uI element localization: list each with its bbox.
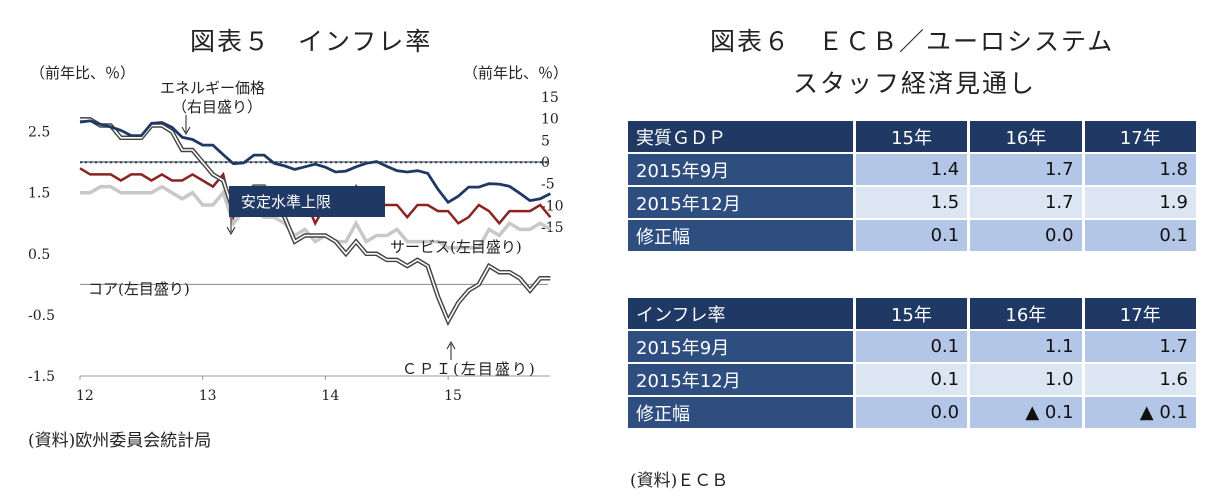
table-row: 2015年12月 0.1 1.0 1.6 [628,364,1196,395]
cell-value: 1.1 [970,331,1082,362]
left-tick-label: -0.5 [28,308,55,324]
cell-value: 0.1 [855,364,968,395]
right-tick-label: -15 [541,220,564,236]
cell-value: 0.1 [855,331,968,362]
right-tick-label: 15 [541,90,559,106]
energy-label-line2: （右目盛り） [172,98,262,116]
left-tick-label: -1.5 [28,369,55,385]
x-tick-label: 12 [76,388,94,404]
gdp-header-2016: 16年 [970,121,1082,152]
left-tick-label: 1.5 [28,186,50,202]
stability-annotation-box [229,186,385,217]
stability-arrowhead [226,226,236,236]
row-label: 2015年9月 [628,154,853,185]
left-tick-label: 0.5 [28,247,50,263]
right-tick-label: 5 [541,133,550,149]
inflation-header-2015: 15年 [855,298,968,329]
energy-label-line1: エネルギー価格 [160,79,265,97]
table-row: 修正幅 0.1 0.0 0.1 [628,220,1196,251]
cell-value: 0.0 [970,220,1082,251]
table-row: 2015年9月 0.1 1.1 1.7 [628,331,1196,362]
x-tick-label: 13 [199,388,217,404]
row-label: 2015年12月 [628,187,853,218]
inflation-header-2016: 16年 [970,298,1082,329]
cell-value: 1.7 [1084,331,1196,362]
x-tick-label: 15 [444,388,462,404]
row-label: 修正幅 [628,397,853,428]
table-row: 2015年9月 1.4 1.7 1.8 [628,154,1196,185]
energy-label-arrowhead [181,126,191,136]
right-tick-label: -5 [541,177,555,193]
cpi-label-arrowhead [446,340,456,350]
gdp-header-label: 実質ＧＤＰ [628,121,853,152]
cpi-label: ＣＰＩ(左目盛り) [402,360,537,378]
right-title-line1: 図表６ ＥＣＢ／ユーロシステム [710,27,1115,56]
table-row: 2015年12月 1.5 1.7 1.9 [628,187,1196,218]
core-label: コア(左目盛り) [88,280,190,298]
inflation-chart: （前年比、％）（前年比、％）2.51.50.5-0.5-1.5151050-5-… [28,64,568,404]
stability-annotation-text: 安定水準上限 [241,193,331,211]
cell-value: 1.8 [1084,154,1196,185]
services-label: サービス(左目盛り) [390,238,522,256]
cell-value: 1.4 [855,154,968,185]
cell-value: 1.7 [970,154,1082,185]
left-tick-label: 2.5 [28,125,50,141]
cell-value: 1.5 [855,187,968,218]
right-tick-label: 10 [541,112,559,128]
cell-value: ▲ 0.1 [970,397,1082,428]
table-row: 修正幅 0.0 ▲ 0.1 ▲ 0.1 [628,397,1196,428]
right-title-line2: スタッフ経済見通し [793,69,1037,98]
inflation-header-2017: 17年 [1084,298,1196,329]
inflation-projection-table: インフレ率 15年 16年 17年 2015年9月 0.1 1.1 1.7 20… [625,296,1199,430]
gdp-header-2015: 15年 [855,121,968,152]
gdp-table-header: 実質ＧＤＰ 15年 16年 17年 [628,121,1196,152]
right-tick-label: -10 [541,198,564,214]
gdp-projection-table: 実質ＧＤＰ 15年 16年 17年 2015年9月 1.4 1.7 1.8 20… [625,119,1199,253]
row-label: 2015年12月 [628,364,853,395]
gdp-header-2017: 17年 [1084,121,1196,152]
right-axis-label: （前年比、％） [463,64,568,82]
cell-value: 1.9 [1084,187,1196,218]
right-source-note: (資料)ＥＣＢ [630,471,729,491]
row-label: 修正幅 [628,220,853,251]
left-chart-title: 図表５ インフレ率 [190,27,433,56]
cell-value: 0.1 [855,220,968,251]
cell-value: 0.1 [1084,220,1196,251]
cell-value: ▲ 0.1 [1084,397,1196,428]
cell-value: 0.0 [855,397,968,428]
inflation-header-label: インフレ率 [628,298,853,329]
left-axis-label: （前年比、％） [30,64,135,82]
cell-value: 1.0 [970,364,1082,395]
left-source-note: (資料)欧州委員会統計局 [28,431,212,451]
x-tick-label: 14 [321,388,339,404]
cell-value: 1.7 [970,187,1082,218]
row-label: 2015年9月 [628,331,853,362]
inflation-table-header: インフレ率 15年 16年 17年 [628,298,1196,329]
cell-value: 1.6 [1084,364,1196,395]
